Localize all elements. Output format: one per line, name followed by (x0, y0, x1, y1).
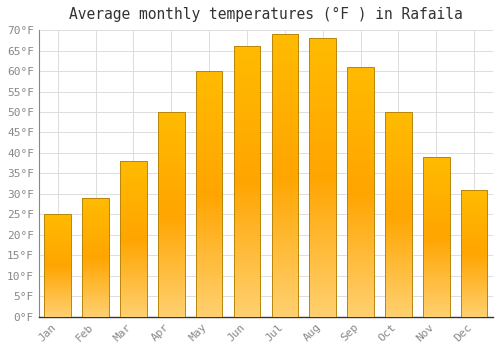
Bar (82, 198, 109, 317)
Bar (272, 34, 298, 317)
Bar (196, 71, 222, 317)
Bar (44, 215, 71, 317)
Bar (158, 112, 184, 317)
Bar (310, 38, 336, 317)
Bar (423, 157, 450, 317)
Bar (234, 47, 260, 317)
Bar (461, 190, 487, 317)
Bar (348, 67, 374, 317)
Title: Average monthly temperatures (°F ) in Rafaila: Average monthly temperatures (°F ) in Ra… (69, 7, 463, 22)
Bar (120, 161, 146, 317)
Bar (385, 112, 411, 317)
